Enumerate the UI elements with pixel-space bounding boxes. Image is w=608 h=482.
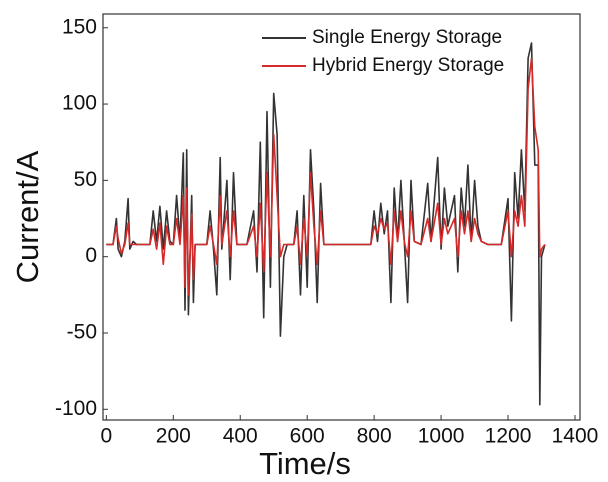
legend-label: Single Energy Storage (312, 27, 502, 48)
x-tick-label: 800 (357, 425, 392, 448)
y-tick-label: -50 (67, 321, 97, 344)
y-tick-label: 150 (62, 15, 97, 38)
y-axis-title: Current/A (10, 150, 45, 283)
x-tick-label: 0 (101, 425, 113, 448)
plot-frame (102, 13, 581, 421)
y-tick-label: 50 (74, 168, 97, 191)
x-tick-label: 1200 (485, 425, 532, 448)
x-tick-label: 400 (223, 425, 258, 448)
x-axis-title: Time/s (259, 446, 351, 481)
y-tick-label: 100 (62, 92, 97, 115)
x-tick-label: 200 (156, 425, 191, 448)
x-tick-label: 600 (290, 425, 325, 448)
data-line (106, 57, 546, 296)
data-line (106, 42, 546, 406)
x-tick-label: 1400 (552, 425, 599, 448)
y-tick-label: -100 (55, 397, 97, 420)
x-tick-label: 1000 (418, 425, 465, 448)
legend-label: Hybrid Energy Storage (312, 55, 504, 76)
y-tick-label: 0 (85, 244, 97, 267)
